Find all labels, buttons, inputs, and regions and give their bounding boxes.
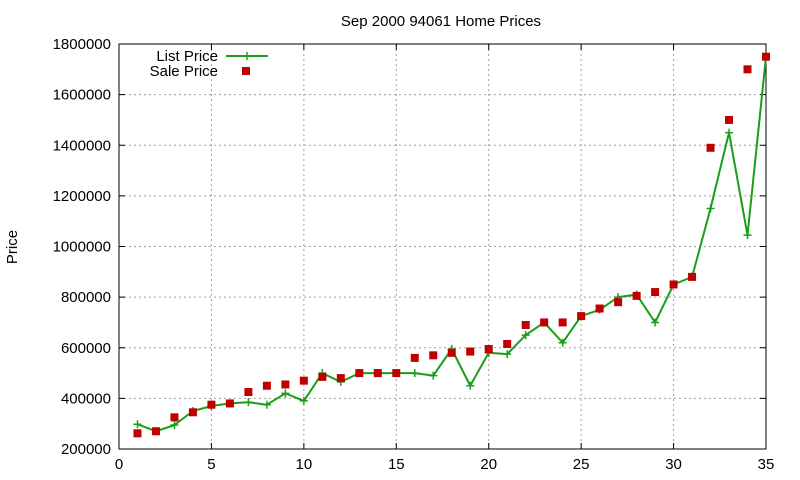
list-price-point bbox=[429, 371, 438, 380]
x-tick-label: 15 bbox=[388, 456, 405, 473]
x-tick-label: 30 bbox=[665, 456, 682, 473]
sale-price-point bbox=[503, 339, 512, 348]
axis-ticks: 0 5 10 15 20 25 30 35 200000 400000 600000 800000 10… bbox=[53, 36, 775, 473]
y-tick-label: 1000000 bbox=[53, 239, 111, 256]
series-layer bbox=[133, 52, 770, 438]
sale-price-point bbox=[577, 312, 586, 321]
sale-price-point bbox=[281, 380, 290, 389]
sale-price-point bbox=[133, 429, 142, 438]
list-price-line bbox=[137, 56, 767, 433]
sale-price-point bbox=[706, 143, 715, 152]
sale-price-point bbox=[466, 347, 475, 356]
sale-price-point bbox=[632, 291, 641, 300]
sale-price-point bbox=[429, 351, 438, 360]
y-axis-label: Price bbox=[4, 230, 21, 264]
sale-price-point bbox=[595, 304, 604, 313]
y-tick-label: 1800000 bbox=[53, 36, 111, 53]
x-tick-label: 5 bbox=[207, 456, 215, 473]
sale-price-point bbox=[355, 369, 364, 378]
y-tick-label: 1600000 bbox=[53, 87, 111, 104]
legend-marker-list-price bbox=[243, 52, 251, 60]
list-price-point bbox=[466, 381, 475, 390]
x-tick-label: 0 bbox=[115, 456, 123, 473]
sale-price-point bbox=[410, 353, 419, 362]
sale-price-point bbox=[688, 272, 697, 281]
legend-marker-sale-price bbox=[242, 67, 250, 75]
list-price-point bbox=[133, 420, 142, 429]
list-price-point bbox=[651, 318, 660, 327]
x-tick-label: 20 bbox=[480, 456, 497, 473]
sale-price-point bbox=[651, 288, 660, 297]
sale-price-point bbox=[725, 115, 734, 124]
sale-price-point bbox=[540, 318, 549, 327]
plot-frame bbox=[118, 43, 767, 450]
sale-price-point bbox=[262, 381, 271, 390]
y-tick-label: 800000 bbox=[61, 289, 111, 306]
y-tick-label: 1200000 bbox=[53, 188, 111, 205]
list-price-point bbox=[558, 338, 567, 347]
sale-price-point bbox=[207, 400, 216, 409]
sale-price-point bbox=[318, 372, 327, 381]
x-tick-label: 10 bbox=[296, 456, 313, 473]
list-price-point bbox=[244, 398, 253, 407]
chart-title: Sep 2000 94061 Home Prices bbox=[341, 13, 541, 30]
list-price-point bbox=[521, 331, 530, 340]
list-price-point bbox=[743, 231, 752, 240]
series-0 bbox=[133, 52, 770, 436]
sale-price-point bbox=[170, 413, 179, 422]
sale-price-point bbox=[743, 65, 752, 74]
sale-price-point bbox=[669, 280, 678, 289]
y-tick-label: 1400000 bbox=[53, 137, 111, 154]
list-price-point bbox=[725, 128, 734, 137]
list-price-point bbox=[706, 204, 715, 213]
sale-price-point bbox=[188, 408, 197, 417]
legend-label-sale-price: Sale Price bbox=[150, 63, 218, 80]
sale-price-point bbox=[336, 374, 345, 383]
list-price-point bbox=[410, 369, 419, 378]
sale-price-point bbox=[614, 298, 623, 307]
list-price-point bbox=[262, 400, 271, 409]
list-price-point bbox=[281, 389, 290, 398]
y-tick-label: 600000 bbox=[61, 340, 111, 357]
legend: List Price Sale Price bbox=[150, 48, 268, 80]
list-price-point bbox=[503, 350, 512, 359]
y-tick-label: 400000 bbox=[61, 390, 111, 407]
y-tick-label: 200000 bbox=[61, 441, 111, 458]
sale-price-point bbox=[244, 388, 253, 397]
x-tick-label: 35 bbox=[758, 456, 775, 473]
sale-price-point bbox=[558, 318, 567, 327]
legend-label-list-price: List Price bbox=[156, 48, 218, 65]
sale-price-point bbox=[447, 348, 456, 357]
grid-lines bbox=[119, 44, 766, 449]
sale-price-point bbox=[484, 345, 493, 354]
sale-price-point bbox=[225, 399, 234, 408]
series-1 bbox=[133, 52, 770, 438]
sale-price-point bbox=[521, 320, 530, 329]
sale-price-point bbox=[373, 369, 382, 378]
sale-price-point bbox=[299, 376, 308, 385]
sale-price-point bbox=[762, 52, 770, 61]
list-price-point bbox=[299, 396, 308, 405]
sale-price-point bbox=[151, 427, 160, 436]
list-price-point bbox=[170, 420, 179, 429]
sale-price-point bbox=[392, 369, 401, 378]
x-tick-label: 25 bbox=[573, 456, 590, 473]
